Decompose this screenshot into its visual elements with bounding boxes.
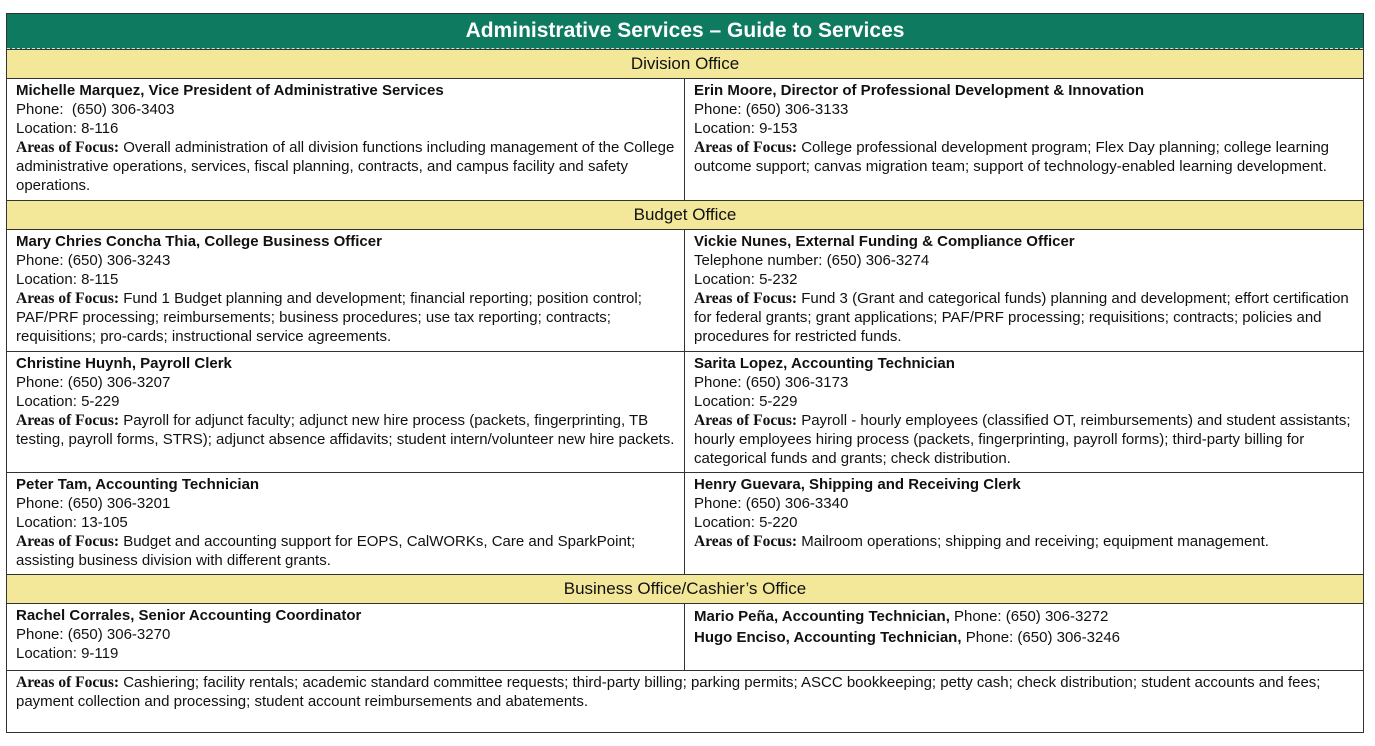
contact-location: 5-220 — [759, 514, 798, 531]
contact-name: Michelle Marquez, Vice President of Admi… — [16, 82, 444, 99]
section-heading-budget-office: Budget Office — [7, 200, 1363, 230]
location-label: Location: — [16, 514, 77, 531]
location-label: Location: — [16, 645, 77, 662]
areas-of-focus-label: Areas of Focus: — [16, 412, 120, 429]
section-heading-division-office: Division Office — [7, 49, 1363, 79]
location-label: Location: — [16, 271, 77, 288]
contact-card: Vickie Nunes, External Funding & Complia… — [685, 230, 1363, 351]
contact-name: Mary Chries Concha Thia, College Busines… — [16, 233, 382, 250]
contact-phone: (650) 306-3270 — [67, 626, 171, 643]
shared-focus-card: Areas of Focus: Cashiering; facility ren… — [7, 671, 1363, 732]
guide-title: Administrative Services – Guide to Servi… — [7, 14, 1363, 49]
contact-location: 8-115 — [81, 271, 119, 288]
contact-phone: (650) 306-3403 — [71, 101, 175, 118]
contact-phone: (650) 306-3207 — [67, 374, 171, 391]
areas-of-focus-label: Areas of Focus: — [16, 139, 120, 156]
location-label: Location: — [16, 120, 77, 137]
contact-focus: College professional development program… — [694, 139, 1330, 175]
phone-label: Phone: — [16, 101, 64, 118]
contact-name: Erin Moore, Director of Professional Dev… — [694, 82, 1145, 99]
contact-name: Rachel Corrales, Senior Accounting Coord… — [16, 607, 362, 624]
section-heading-business-office: Business Office/Cashier’s Office — [7, 574, 1363, 604]
table-row: Michelle Marquez, Vice President of Admi… — [7, 79, 1363, 200]
contact-card: Henry Guevara, Shipping and Receiving Cl… — [685, 473, 1363, 574]
contact-phone: (650) 306-3272 — [1005, 608, 1109, 625]
contact-location: 9-119 — [81, 645, 119, 662]
contact-name: Vickie Nunes, External Funding & Complia… — [694, 233, 1075, 250]
areas-of-focus-label: Areas of Focus: — [16, 533, 120, 550]
contact-card: Michelle Marquez, Vice President of Admi… — [7, 79, 685, 200]
contact-name: Sarita Lopez, Accounting Technician — [694, 355, 955, 372]
phone-label: Phone: — [694, 101, 742, 118]
table-row: Peter Tam, Accounting Technician Phone: … — [7, 472, 1363, 574]
contact-phone: (650) 306-3173 — [745, 374, 849, 391]
contact-focus: Mailroom operations; shipping and receiv… — [801, 533, 1269, 550]
contact-location: 13-105 — [81, 514, 128, 531]
contact-phone: (650) 306-3133 — [745, 101, 849, 118]
location-label: Location: — [694, 393, 755, 410]
contact-name: Peter Tam, Accounting Technician — [16, 476, 260, 493]
contact-phone: (650) 306-3201 — [67, 495, 171, 512]
table-row: Areas of Focus: Cashiering; facility ren… — [7, 670, 1363, 732]
areas-of-focus-label: Areas of Focus: — [694, 139, 798, 156]
contact-card: Christine Huynh, Payroll Clerk Phone: (6… — [7, 352, 685, 472]
contact-focus: Cashiering; facility rentals; academic s… — [16, 674, 1321, 710]
contact-location: 5-229 — [759, 393, 798, 410]
contact-name: Mario Peña, Accounting Technician, — [694, 608, 950, 625]
contact-phone: (650) 306-3243 — [67, 252, 171, 269]
contact-card: Sarita Lopez, Accounting Technician Phon… — [685, 352, 1363, 472]
contact-focus: Overall administration of all division f… — [16, 139, 675, 194]
areas-of-focus-label: Areas of Focus: — [694, 412, 798, 429]
table-row: Rachel Corrales, Senior Accounting Coord… — [7, 604, 1363, 670]
contact-phone: (650) 306-3340 — [745, 495, 849, 512]
table-row: Christine Huynh, Payroll Clerk Phone: (6… — [7, 351, 1363, 472]
location-label: Location: — [694, 120, 755, 137]
areas-of-focus-label: Areas of Focus: — [694, 290, 798, 307]
phone-label: Phone: — [954, 608, 1002, 625]
contact-focus: Fund 1 Budget planning and development; … — [16, 290, 642, 345]
phone-label: Phone: — [16, 374, 64, 391]
location-label: Location: — [694, 271, 755, 288]
contact-location: 8-116 — [81, 120, 119, 137]
table-row: Mary Chries Concha Thia, College Busines… — [7, 230, 1363, 351]
services-guide-table: Administrative Services – Guide to Servi… — [6, 13, 1364, 733]
contact-location: 5-229 — [81, 393, 120, 410]
location-label: Location: — [16, 393, 77, 410]
phone-label: Phone: — [16, 252, 64, 269]
location-label: Location: — [694, 514, 755, 531]
contact-name: Christine Huynh, Payroll Clerk — [16, 355, 232, 372]
contact-card: Peter Tam, Accounting Technician Phone: … — [7, 473, 685, 574]
contact-card: Mary Chries Concha Thia, College Busines… — [7, 230, 685, 351]
contact-focus: Budget and accounting support for EOPS, … — [16, 533, 636, 569]
phone-label: Phone: — [16, 495, 64, 512]
phone-label: Phone: — [694, 374, 742, 391]
phone-label: Phone: — [965, 629, 1014, 646]
contact-phone: (650) 306-3246 — [1017, 629, 1120, 646]
contact-card: Rachel Corrales, Senior Accounting Coord… — [7, 604, 685, 670]
contact-card: Erin Moore, Director of Professional Dev… — [685, 79, 1363, 200]
contact-focus: Payroll - hourly employees (classified O… — [694, 412, 1351, 467]
contact-name: Henry Guevara, Shipping and Receiving Cl… — [694, 476, 1021, 493]
areas-of-focus-label: Areas of Focus: — [694, 533, 798, 550]
contact-location: 9-153 — [759, 120, 798, 137]
contact-phone: (650) 306-3274 — [826, 252, 930, 269]
contact-card: Mario Peña, Accounting Technician, Phone… — [685, 604, 1363, 670]
contact-focus: Payroll for adjunct faculty; adjunct new… — [16, 412, 675, 448]
contact-name: Hugo Enciso, Accounting Technician, — [694, 629, 962, 646]
phone-label: Telephone number: — [694, 252, 823, 269]
areas-of-focus-label: Areas of Focus: — [16, 290, 120, 307]
contact-location: 5-232 — [759, 271, 798, 288]
contact-focus: Fund 3 (Grant and categorical funds) pla… — [694, 290, 1349, 345]
areas-of-focus-label: Areas of Focus: — [16, 674, 120, 691]
phone-label: Phone: — [16, 626, 64, 643]
phone-label: Phone: — [694, 495, 742, 512]
